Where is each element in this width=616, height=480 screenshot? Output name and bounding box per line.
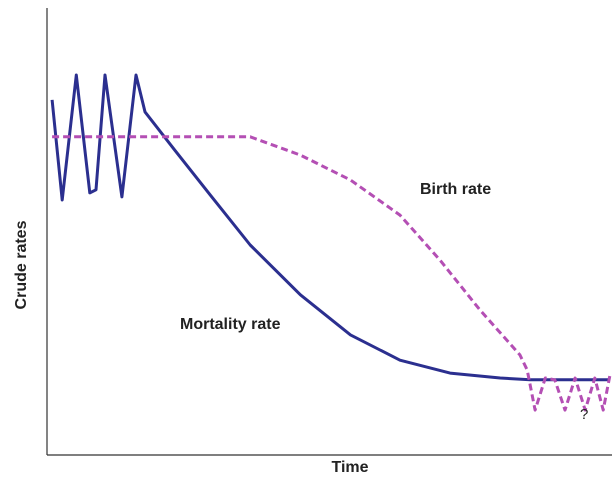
series-line [52,135,612,412]
annotation: Mortality rate [180,316,281,333]
x-axis-title: Time [331,459,368,476]
series-line [50,73,610,382]
annotation: ? [580,406,588,423]
annotation: Birth rate [420,181,491,198]
y-axis-title: Crude rates [13,220,30,309]
